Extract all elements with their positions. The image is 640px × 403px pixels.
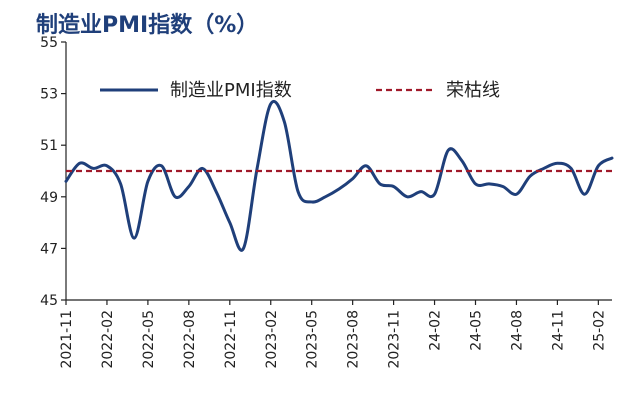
x-tick-label: 2022-02 — [100, 310, 116, 369]
legend-label: 制造业PMI指数 — [170, 80, 292, 101]
y-tick-label: 49 — [40, 190, 58, 206]
x-tick-label: 2022-11 — [223, 310, 239, 369]
legend: 制造业PMI指数 荣枯线 — [100, 80, 500, 101]
x-tick-label: 2023-05 — [305, 310, 321, 369]
y-tick-label: 45 — [40, 293, 58, 309]
x-tick-label: 24-08 — [509, 310, 525, 351]
y-tick-label: 47 — [40, 241, 58, 257]
x-tick-label: 24-02 — [428, 310, 444, 351]
x-tick-label: 2023-02 — [264, 310, 280, 369]
x-tick-label: 2023-11 — [387, 310, 403, 369]
x-tick-label: 2022-05 — [141, 310, 157, 369]
y-axis: 45 47 49 51 53 55 — [40, 35, 67, 309]
x-tick-label: 24-05 — [469, 310, 485, 351]
legend-label: 荣枯线 — [446, 80, 500, 101]
x-tick-label: 2021-11 — [59, 310, 75, 369]
y-tick-label: 51 — [40, 138, 58, 154]
x-tick-label: 2023-08 — [346, 310, 362, 369]
y-tick-label: 55 — [40, 35, 58, 51]
chart-title: 制造业PMI指数（%） — [36, 12, 258, 38]
series-layer — [64, 99, 614, 252]
x-axis: 2021-11 2022-02 2022-05 2022-08 2022-11 2023-… — [59, 299, 612, 369]
x-tick-label: 2022-08 — [182, 310, 198, 369]
x-tick-label: 25-02 — [591, 310, 607, 351]
x-tick-label: 24-11 — [550, 310, 566, 351]
y-tick-label: 53 — [40, 87, 58, 103]
series-line-pmi — [64, 99, 614, 252]
